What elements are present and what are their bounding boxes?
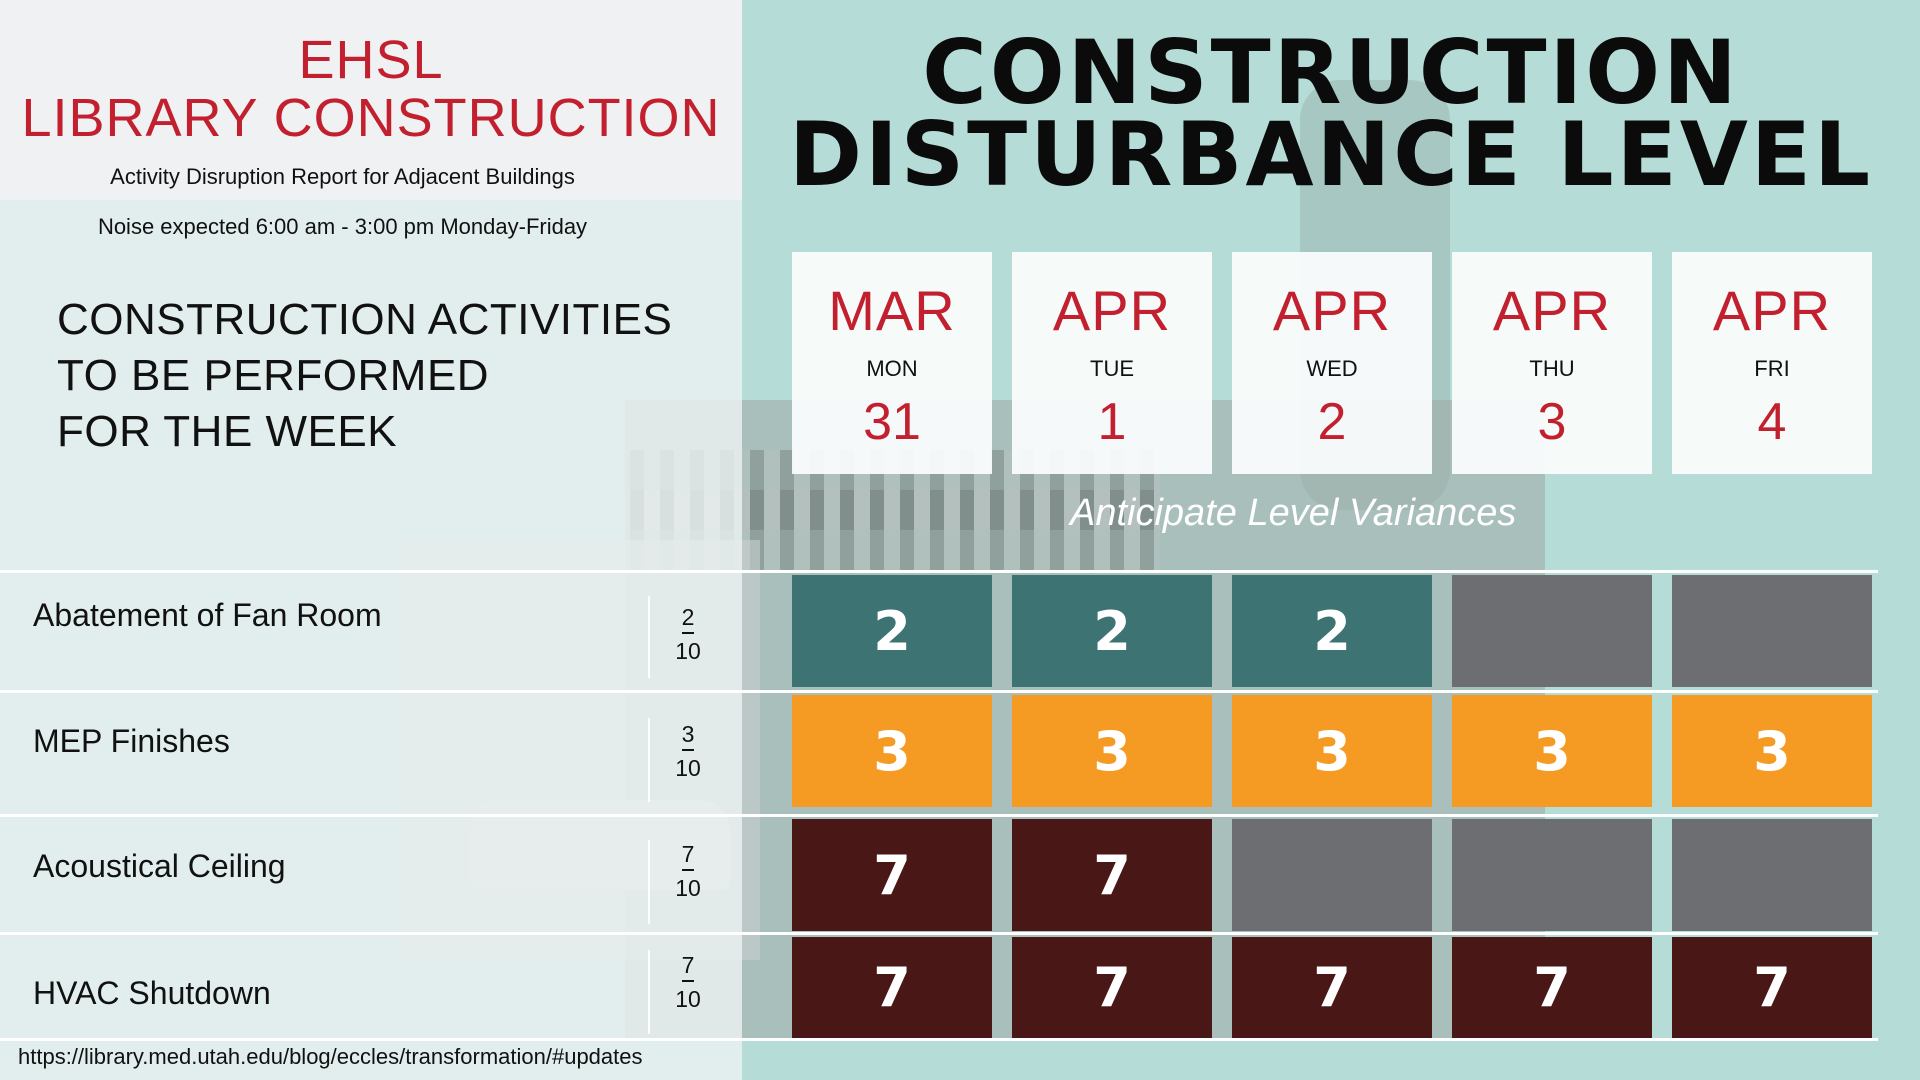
activity-label: MEP Finishes <box>33 723 230 759</box>
level-cell <box>1672 819 1872 931</box>
level-cell: 3 <box>1012 695 1212 807</box>
date-weekday: WED <box>1306 356 1358 381</box>
row-divider <box>0 932 1878 935</box>
date-month: MAR <box>828 279 956 342</box>
fraction-bar <box>682 749 694 751</box>
header-title-line1: EHSL <box>298 30 444 90</box>
level-cell <box>1452 819 1652 931</box>
level-cell: 7 <box>1012 819 1212 931</box>
date-month: APR <box>1712 279 1832 342</box>
level-scale: 10 <box>675 638 701 664</box>
header-box <box>0 0 742 200</box>
label-divider <box>648 950 650 1034</box>
level-value: 2 <box>681 604 695 630</box>
level-value: 7 <box>681 841 695 867</box>
level-fraction: 7 10 <box>668 841 708 901</box>
level-cell: 7 <box>792 937 992 1038</box>
activities-heading-line: CONSTRUCTION ACTIVITIES <box>57 295 673 344</box>
variance-note: Anticipate Level Variances <box>1070 492 1517 534</box>
level-cell: 3 <box>1452 695 1652 807</box>
fraction-bar <box>682 869 694 871</box>
row-divider <box>0 814 1878 817</box>
activities-heading-line: FOR THE WEEK <box>57 407 398 456</box>
level-cell: 3 <box>1672 695 1872 807</box>
level-cell: 7 <box>792 819 992 931</box>
level-cell: 7 <box>1672 937 1872 1038</box>
level-cell: 2 <box>1012 575 1212 687</box>
date-month: APR <box>1052 279 1172 342</box>
date-month: APR <box>1492 279 1612 342</box>
level-scale: 10 <box>675 875 701 901</box>
date-card-fri: APR FRI 4 <box>1672 252 1872 474</box>
date-card-tue: APR TUE 1 <box>1012 252 1212 474</box>
footer-url[interactable]: https://library.med.utah.edu/blog/eccles… <box>18 1044 643 1069</box>
activities-heading: CONSTRUCTION ACTIVITIES TO BE PERFORMED … <box>57 292 697 460</box>
level-fraction: 3 10 <box>668 721 708 781</box>
row-divider <box>0 570 1878 573</box>
date-weekday: TUE <box>1090 356 1134 381</box>
level-cell: 2 <box>792 575 992 687</box>
date-card-wed: APR WED 2 <box>1232 252 1432 474</box>
level-cell <box>1232 819 1432 931</box>
date-weekday: THU <box>1529 356 1575 381</box>
date-number: 1 <box>1097 393 1127 451</box>
date-number: 3 <box>1537 393 1567 451</box>
main-title-line2: DISTURBANCE LEVEL <box>788 103 1874 206</box>
level-cell <box>1452 575 1652 687</box>
fraction-bar <box>682 980 694 982</box>
date-card-mon: MAR MON 31 <box>792 252 992 474</box>
activity-label: Acoustical Ceiling <box>33 848 286 884</box>
date-card-thu: APR THU 3 <box>1452 252 1652 474</box>
date-weekday: FRI <box>1754 356 1790 381</box>
level-cell: 7 <box>1012 937 1212 1038</box>
header-subtitle: Activity Disruption Report for Adjacent … <box>110 164 575 189</box>
level-value: 3 <box>681 721 695 747</box>
level-cell <box>1672 575 1872 687</box>
header-title-line2: LIBRARY CONSTRUCTION <box>21 88 721 148</box>
row-divider <box>0 1038 1878 1041</box>
level-cell: 3 <box>792 695 992 807</box>
date-number: 4 <box>1757 393 1787 451</box>
noise-note: Noise expected 6:00 am - 3:00 pm Monday-… <box>97 214 588 239</box>
label-divider <box>648 718 650 802</box>
date-number: 31 <box>863 393 921 451</box>
date-number: 2 <box>1317 393 1347 451</box>
activity-label: HVAC Shutdown <box>33 975 271 1011</box>
level-cell: 2 <box>1232 575 1432 687</box>
level-scale: 10 <box>675 755 701 781</box>
level-value: 7 <box>681 952 695 978</box>
date-month: APR <box>1272 279 1392 342</box>
level-cell: 3 <box>1232 695 1432 807</box>
label-divider <box>648 596 650 678</box>
date-weekday: MON <box>866 356 918 381</box>
activities-heading-line: TO BE PERFORMED <box>57 351 490 400</box>
level-cell: 7 <box>1232 937 1432 1038</box>
activity-label: Abatement of Fan Room <box>33 597 382 633</box>
label-divider <box>648 840 650 924</box>
main-title-line1: CONSTRUCTION <box>922 21 1740 124</box>
fraction-bar <box>682 632 694 634</box>
level-cell: 7 <box>1452 937 1652 1038</box>
level-fraction: 2 10 <box>668 604 708 664</box>
level-scale: 10 <box>675 986 701 1012</box>
row-divider <box>0 690 1878 693</box>
level-fraction: 7 10 <box>668 952 708 1012</box>
